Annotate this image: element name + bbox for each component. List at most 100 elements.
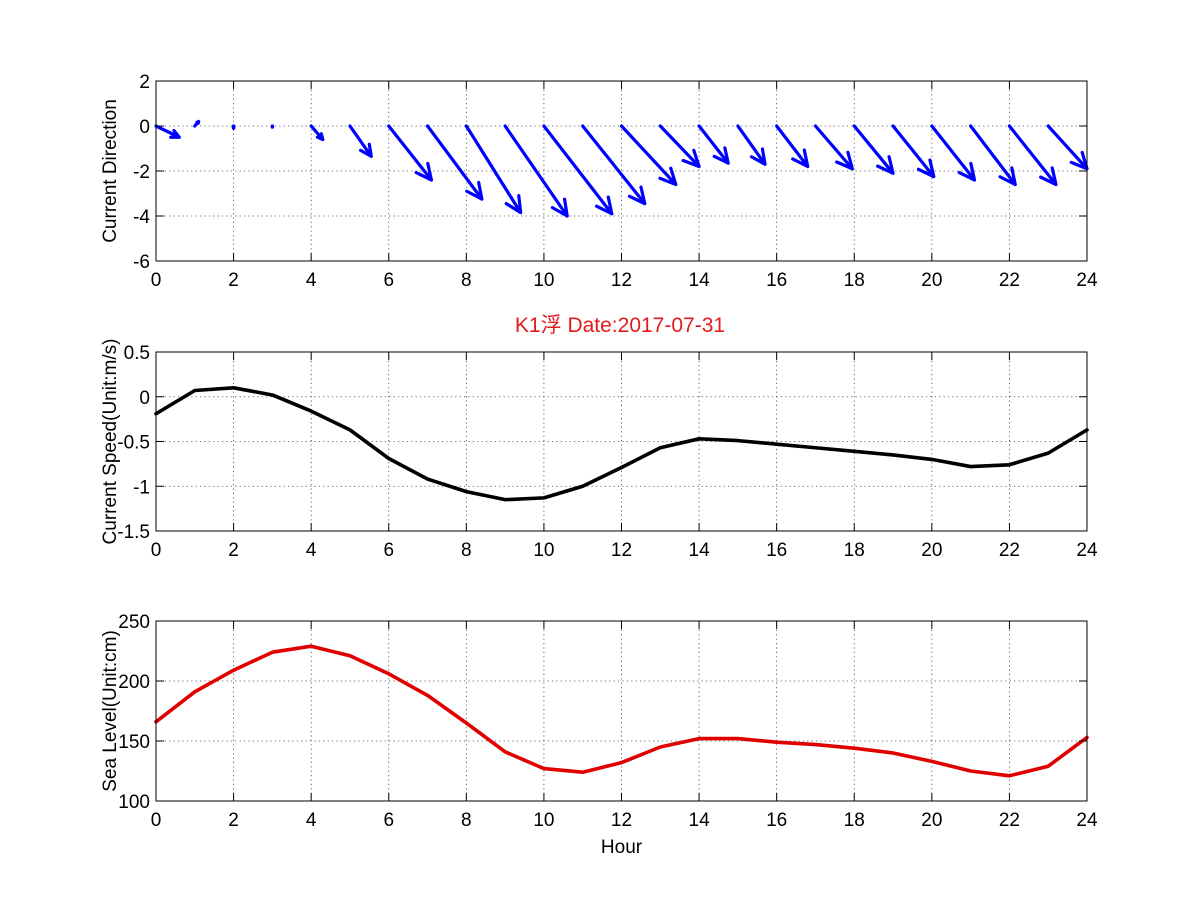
speed-ytick-label: -0.5 (117, 433, 150, 454)
direction-xtick-label: 0 (151, 270, 162, 291)
sealevel-xtick-label: 2 (228, 810, 239, 831)
direction-arrow-shape (969, 124, 1017, 187)
sealevel-xtick-label: 6 (383, 810, 394, 831)
sealevel-xtick-label: 12 (611, 810, 632, 831)
direction-arrow (775, 124, 810, 169)
sealevel-xtick-label: 4 (306, 810, 317, 831)
direction-arrow (1007, 124, 1058, 187)
speed-ytick-label: 0 (139, 388, 150, 409)
direction-arrow (425, 124, 484, 201)
direction-arrow-shape (891, 124, 936, 179)
speed-xtick-label: 2 (228, 540, 239, 561)
sealevel-ytick-label: 200 (118, 672, 150, 693)
direction-ytick-label: -4 (133, 207, 150, 228)
direction-ytick-label: -2 (133, 162, 150, 183)
speed-line (154, 385, 1089, 502)
speed-xtick-label: 4 (306, 540, 317, 561)
sealevel-xtick-label: 18 (844, 810, 865, 831)
direction-xtick-label: 6 (383, 270, 394, 291)
direction-arrow-shape (387, 124, 434, 182)
direction-ylabel: Current Direction (100, 99, 121, 243)
sealevel-xtick-label: 20 (921, 810, 942, 831)
sealevel-xtick-label: 0 (151, 810, 162, 831)
sealevel-ytick-label: 250 (118, 612, 150, 633)
current-speed-panel: 0 2 4 6 8 10 12 14 16 18 20 22 24-1.5-1-0.500.5Curre… (100, 339, 1098, 561)
direction-arrow-shape (542, 124, 614, 216)
direction-xtick-label: 4 (306, 270, 317, 291)
direction-arrow (231, 124, 236, 130)
direction-arrow (348, 124, 373, 158)
direction-arrow-shape (930, 124, 977, 182)
speed-ytick-label: -1.5 (117, 522, 150, 543)
direction-xtick-label: 2 (228, 270, 239, 291)
direction-arrow-shape (813, 124, 854, 171)
direction-xtick-label: 22 (999, 270, 1020, 291)
direction-arrow (852, 124, 895, 175)
direction-xtick-label: 14 (689, 270, 711, 291)
direction-arrow (930, 124, 977, 182)
direction-arrow-shape (581, 124, 647, 206)
sealevel-xtick-label: 22 (999, 810, 1020, 831)
direction-arrow (542, 124, 614, 216)
figure-title: K1浮 Date:2017-07-31 (515, 314, 725, 337)
direction-arrow (736, 124, 767, 166)
direction-arrow-shape (309, 124, 325, 142)
direction-arrow (619, 124, 678, 187)
direction-arrow-shape (852, 124, 895, 175)
speed-xtick-label: 14 (689, 540, 711, 561)
direction-arrow (309, 124, 325, 142)
direction-arrow (503, 124, 569, 218)
direction-arrow (193, 119, 201, 128)
direction-xtick-label: 18 (844, 270, 865, 291)
sealevel-xtick-label: 14 (689, 810, 711, 831)
direction-arrow-shape (503, 124, 569, 218)
speed-xtick-label: 22 (999, 540, 1020, 561)
direction-xtick-label: 16 (766, 270, 787, 291)
direction-xtick-label: 8 (461, 270, 472, 291)
direction-arrow-shape (619, 124, 678, 187)
speed-ylabel: Current Speed(Unit:m/s) (100, 339, 121, 545)
direction-xtick-label: 12 (611, 270, 632, 291)
direction-arrow (813, 124, 854, 171)
direction-arrow-shape (658, 124, 701, 169)
speed-xtick-label: 24 (1076, 540, 1098, 561)
direction-arrow (387, 124, 434, 182)
direction-ytick-label: -6 (133, 252, 150, 273)
direction-arrow-shape (231, 124, 236, 130)
sealevel-xtick-label: 8 (461, 810, 472, 831)
direction-arrow (697, 124, 730, 165)
direction-arrow (891, 124, 936, 179)
speed-xtick-label: 20 (921, 540, 942, 561)
direction-xtick-label: 24 (1076, 270, 1098, 291)
speed-ytick-label: -1 (133, 477, 150, 498)
direction-arrow (154, 124, 181, 139)
direction-arrow (464, 124, 523, 215)
direction-arrow (581, 124, 647, 206)
sealevel-line (154, 644, 1089, 778)
direction-ytick-label: 2 (139, 72, 150, 93)
speed-xtick-label: 6 (383, 540, 394, 561)
direction-arrow-shape (348, 124, 373, 158)
sealevel-xtick-label: 16 (766, 810, 787, 831)
sealevel-ytick-label: 150 (118, 732, 150, 753)
sealevel-xtick-label: 24 (1076, 810, 1098, 831)
speed-ytick-label: 0.5 (124, 343, 150, 364)
direction-xtick-label: 10 (533, 270, 554, 291)
sealevel-ylabel: Sea Level(Unit:cm) (100, 630, 121, 792)
direction-arrow-shape (775, 124, 810, 169)
direction-arrow-shape (464, 124, 523, 215)
direction-arrow (658, 124, 701, 169)
direction-arrow-shape (736, 124, 767, 166)
speed-xtick-label: 8 (461, 540, 472, 561)
direction-ytick-label: 0 (139, 117, 150, 138)
speed-xtick-label: 18 (844, 540, 865, 561)
sealevel-xtick-label: 10 (533, 810, 554, 831)
direction-arrow-shape (154, 124, 181, 139)
speed-xtick-label: 10 (533, 540, 554, 561)
sealevel-ytick-label: 100 (118, 792, 150, 813)
speed-xtick-label: 16 (766, 540, 787, 561)
